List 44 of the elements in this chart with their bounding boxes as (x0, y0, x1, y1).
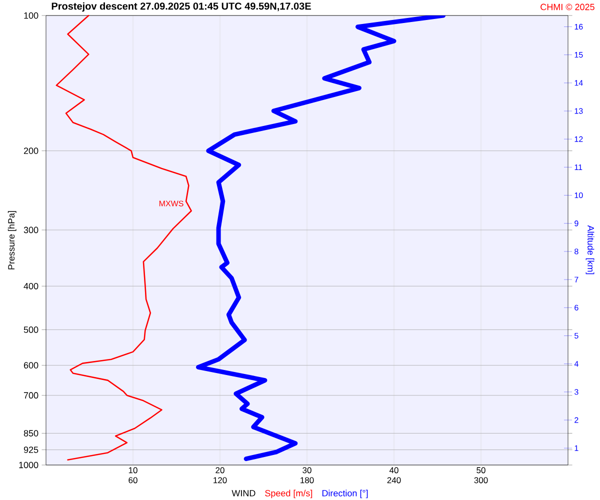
y2-tick-label: 6 (574, 304, 578, 310)
chart-title: Prostejov descent 27.09.2025 01:45 UTC 49.59N,17.03E (52, 2, 311, 12)
x2-tick-label: 240 (387, 477, 401, 484)
y2-tick-label: 2 (574, 417, 578, 423)
x-axis-title: WIND (232, 490, 256, 496)
x-tick-label: 50 (476, 467, 486, 474)
y2-tick-label: 4 (574, 361, 578, 367)
y2-tick-label: 10 (574, 192, 583, 198)
y-tick-label: 100 (24, 12, 38, 19)
y2-tick-label: 1 (574, 445, 578, 451)
y-tick-label: 500 (24, 326, 38, 333)
y-tick-label: 200 (24, 148, 38, 154)
text: CHMI © 2025 (540, 4, 594, 10)
y-tick-label: 400 (24, 282, 38, 290)
y2-tick-label: 16 (574, 24, 583, 30)
y-tick-label: 600 (24, 362, 38, 368)
y2-tick-label: 7 (574, 276, 578, 282)
x-tick-label: 30 (302, 467, 312, 474)
x-tick-label: 10 (128, 467, 138, 474)
y2-tick-label: 15 (574, 52, 583, 58)
y2-tick-label: 5 (574, 332, 578, 339)
y2-tick-label: 13 (574, 108, 583, 114)
annotation: MXWS (159, 200, 184, 206)
y-tick-label: 850 (24, 430, 38, 436)
x2-tick-label: 60 (128, 477, 138, 484)
y2-axis-title: Altitude [km] (586, 225, 594, 274)
x-tick-label: 20 (216, 467, 224, 474)
y2-tick-label: 8 (574, 248, 578, 254)
x2-tick-label: 120 (214, 477, 227, 484)
y-axis-title: Pressure [hPa] (8, 211, 16, 270)
x-tick-label: 40 (389, 467, 398, 474)
y-tick-label: 925 (24, 446, 38, 453)
y2-tick-label: 14 (574, 80, 583, 86)
y2-tick-label: 12 (574, 136, 583, 142)
y-tick-label: 300 (24, 226, 38, 234)
text: Speed [m/s] (265, 490, 312, 498)
y-tick-label: 1000 (19, 462, 38, 468)
text: Direction [°] (322, 490, 368, 498)
y-tick-label: 700 (24, 392, 38, 399)
x2-tick-label: 180 (300, 477, 314, 484)
y2-tick-label: 3 (574, 389, 578, 395)
x2-tick-label: 300 (474, 477, 488, 484)
y2-tick-label: 11 (574, 164, 582, 170)
y2-tick-label: 9 (574, 220, 578, 226)
